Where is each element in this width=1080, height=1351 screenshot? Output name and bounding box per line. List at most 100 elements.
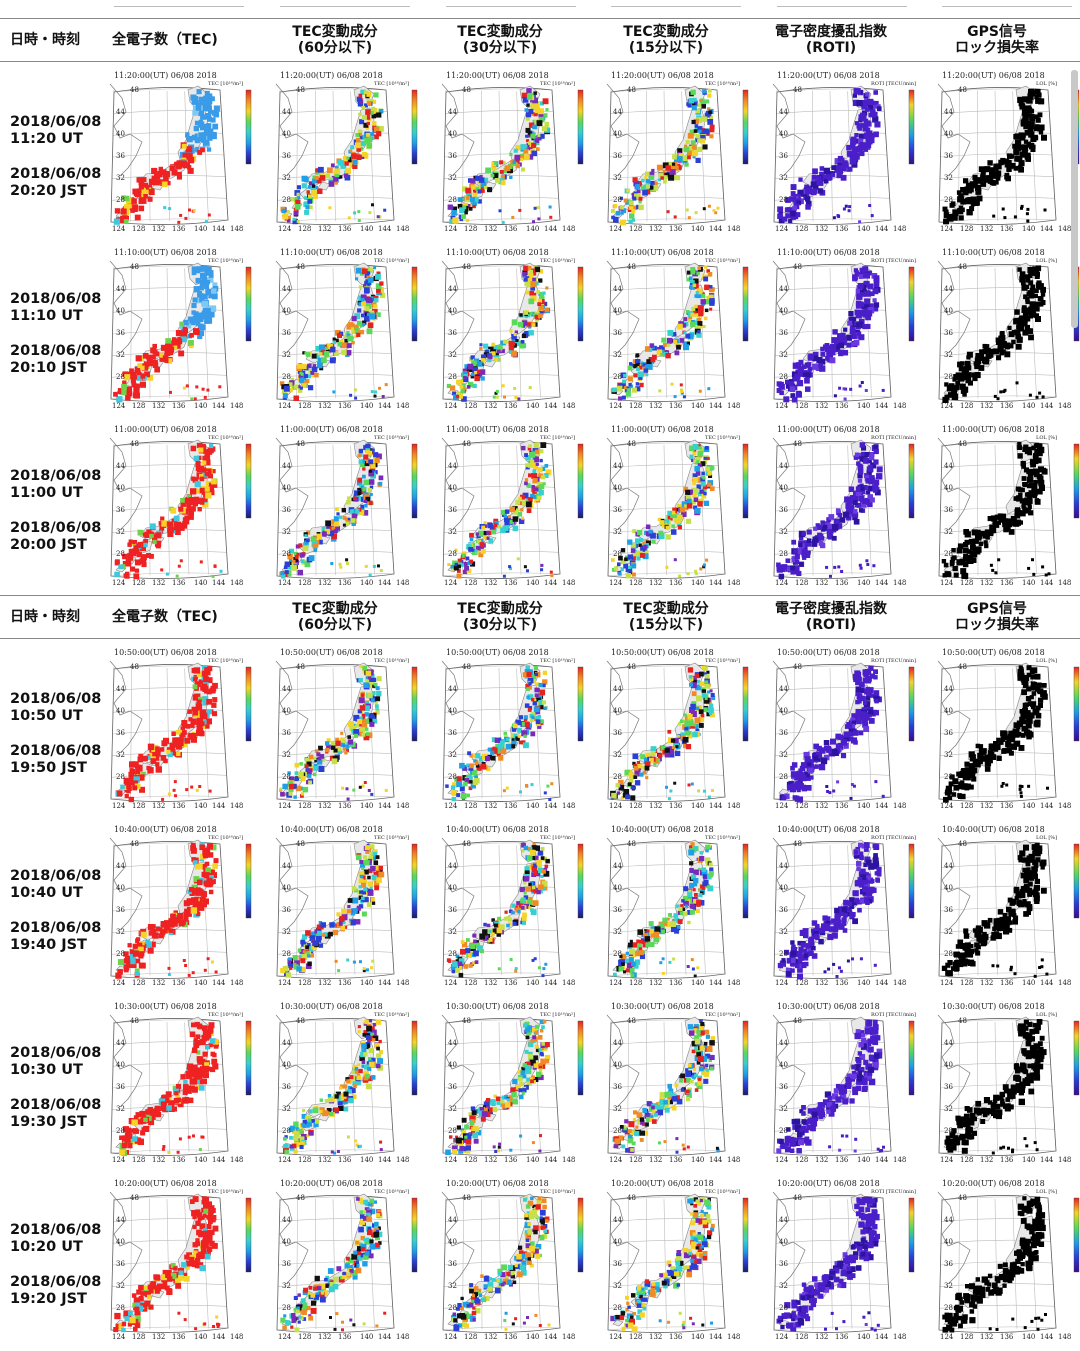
- observation-point: [523, 148, 529, 154]
- observation-point: [192, 694, 199, 701]
- observation-point: [960, 373, 967, 380]
- lat-label: 28: [282, 196, 291, 204]
- tec30-map-cell[interactable]: 11:00:00(UT) 06/08 2018 TEC [10¹⁶/m²] 48 44…: [432, 422, 594, 592]
- roti-map-cell[interactable]: 11:20:00(UT) 06/08 2018 ROTI [TECU/min] 48…: [763, 68, 925, 238]
- observation-point: [347, 735, 351, 739]
- lon-label: 128: [298, 225, 311, 233]
- observation-point: [521, 320, 528, 326]
- observation-point: [295, 199, 301, 205]
- observation-point: [315, 355, 320, 360]
- lon-label: 124: [940, 402, 954, 410]
- lon-label: 128: [132, 802, 145, 810]
- tec15-map-cell[interactable]: 10:50:00(UT) 06/08 2018 TEC [10¹⁶/m²] 48 44…: [597, 645, 759, 815]
- observation-point: [467, 751, 472, 756]
- observation-point: [550, 782, 554, 786]
- observation-point: [650, 180, 655, 186]
- observation-point: [1038, 484, 1045, 491]
- lon-label: 148: [562, 225, 575, 233]
- tec-map-cell[interactable]: 11:20:00(UT) 06/08 2018 TEC [10¹⁶/m²] 48 44…: [100, 68, 262, 238]
- lon-label: 148: [396, 402, 409, 410]
- observation-point: [948, 392, 954, 398]
- lol-map-cell[interactable]: 11:10:00(UT) 06/08 2018 LOL [%] 48 44 40 36 32…: [928, 245, 1080, 415]
- observation-point: [978, 166, 985, 172]
- observation-point: [371, 136, 375, 140]
- observation-point: [316, 533, 322, 540]
- tec60-map-cell[interactable]: 11:10:00(UT) 06/08 2018 TEC [10¹⁶/m²] 48 44…: [266, 245, 428, 415]
- lon-label: 144: [709, 802, 723, 810]
- observation-point: [340, 742, 346, 747]
- observation-point: [693, 497, 699, 502]
- tec30-map-cell[interactable]: 11:20:00(UT) 06/08 2018 TEC [10¹⁶/m²] 48 44…: [432, 68, 594, 238]
- observation-point: [199, 297, 205, 303]
- observation-point: [833, 518, 840, 525]
- observation-point: [534, 138, 540, 143]
- observation-point: [472, 196, 479, 203]
- observation-point: [697, 317, 701, 322]
- observation-point: [172, 526, 178, 531]
- tec15-map-cell[interactable]: 11:20:00(UT) 06/08 2018 TEC [10¹⁶/m²] 48 44…: [597, 68, 759, 238]
- tec60-map-cell[interactable]: 11:00:00(UT) 06/08 2018 TEC [10¹⁶/m²] 48 44…: [266, 422, 428, 592]
- observation-point: [512, 506, 518, 512]
- observation-point: [293, 395, 299, 401]
- lol-map-cell[interactable]: 11:00:00(UT) 06/08 2018 LOL [%] 48 44 40 36 32…: [928, 422, 1080, 592]
- observation-point: [707, 93, 712, 98]
- observation-point: [199, 560, 203, 564]
- observation-point: [853, 146, 859, 152]
- observation-point: [858, 274, 864, 279]
- observation-point: [628, 778, 634, 783]
- observation-point: [458, 214, 464, 220]
- observation-point: [176, 174, 182, 180]
- observation-point: [524, 669, 530, 674]
- tec-map-cell[interactable]: 11:00:00(UT) 06/08 2018 TEC [10¹⁶/m²] 48 44…: [100, 422, 262, 592]
- observation-point: [794, 373, 801, 380]
- time-cell: 2018/06/08 10:50 UT 2018/06/08 19:50 JST: [10, 645, 102, 815]
- observation-point: [692, 476, 699, 483]
- observation-point: [856, 461, 861, 466]
- observation-point: [371, 106, 376, 111]
- observation-point: [677, 522, 681, 526]
- observation-point: [370, 132, 375, 137]
- tec60-map-cell[interactable]: 11:20:00(UT) 06/08 2018 TEC [10¹⁶/m²] 48 44…: [266, 68, 428, 238]
- header-tec30: TEC変動成分 (30分以下): [457, 19, 542, 61]
- observation-point: [197, 507, 202, 512]
- observation-point: [362, 268, 368, 275]
- tec30-map-cell[interactable]: 10:50:00(UT) 06/08 2018 TEC [10¹⁶/m²] 48 44…: [432, 645, 594, 815]
- tec-map-cell[interactable]: 10:50:00(UT) 06/08 2018 TEC [10¹⁶/m²] 48 44…: [100, 645, 262, 815]
- observation-point: [668, 749, 674, 755]
- observation-point: [199, 286, 204, 291]
- observation-point: [180, 336, 187, 343]
- observation-point: [530, 493, 535, 499]
- lon-label: 124: [278, 579, 292, 587]
- observation-point: [311, 366, 318, 373]
- observation-point: [468, 765, 474, 771]
- observation-point: [486, 531, 490, 535]
- observation-point: [374, 701, 378, 705]
- observation-point: [706, 456, 710, 460]
- observation-point: [789, 386, 796, 392]
- lat-label: 32: [116, 751, 125, 759]
- observation-point: [491, 165, 497, 171]
- observation-point: [366, 459, 370, 464]
- observation-point: [830, 172, 836, 178]
- roti-map-cell[interactable]: 11:10:00(UT) 06/08 2018 ROTI [TECU/min] 48…: [763, 245, 925, 415]
- observation-point: [958, 205, 964, 210]
- observation-point: [502, 160, 506, 165]
- observation-point: [837, 338, 842, 343]
- observation-point: [792, 205, 797, 211]
- observation-point: [514, 154, 521, 161]
- tec15-map-cell[interactable]: 11:10:00(UT) 06/08 2018 TEC [10¹⁶/m²] 48 44…: [597, 245, 759, 415]
- observation-point: [1014, 155, 1021, 162]
- observation-point: [328, 181, 335, 187]
- roti-map-cell[interactable]: 11:00:00(UT) 06/08 2018 ROTI [TECU/min] 48…: [763, 422, 925, 592]
- observation-point: [693, 129, 698, 133]
- roti-map-cell[interactable]: 10:50:00(UT) 06/08 2018 ROTI [TECU/min] 48…: [763, 645, 925, 815]
- lol-map-cell[interactable]: 11:20:00(UT) 06/08 2018 LOL [%] 48 44 40 36 32…: [928, 68, 1080, 238]
- tec30-map-cell[interactable]: 11:10:00(UT) 06/08 2018 TEC [10¹⁶/m²] 48 44…: [432, 245, 594, 415]
- tec15-map-cell[interactable]: 11:00:00(UT) 06/08 2018 TEC [10¹⁶/m²] 48 44…: [597, 422, 759, 592]
- map-timestamp: 10:50:00(UT) 06/08 2018: [280, 648, 383, 657]
- observation-points: [611, 444, 715, 579]
- tec-map-cell[interactable]: 11:10:00(UT) 06/08 2018 TEC [10¹⁶/m²] 48 44…: [100, 245, 262, 415]
- tec60-map-cell[interactable]: 10:50:00(UT) 06/08 2018 TEC [10¹⁶/m²] 48 44…: [266, 645, 428, 815]
- observation-point: [1035, 395, 1039, 399]
- observation-point: [651, 168, 655, 173]
